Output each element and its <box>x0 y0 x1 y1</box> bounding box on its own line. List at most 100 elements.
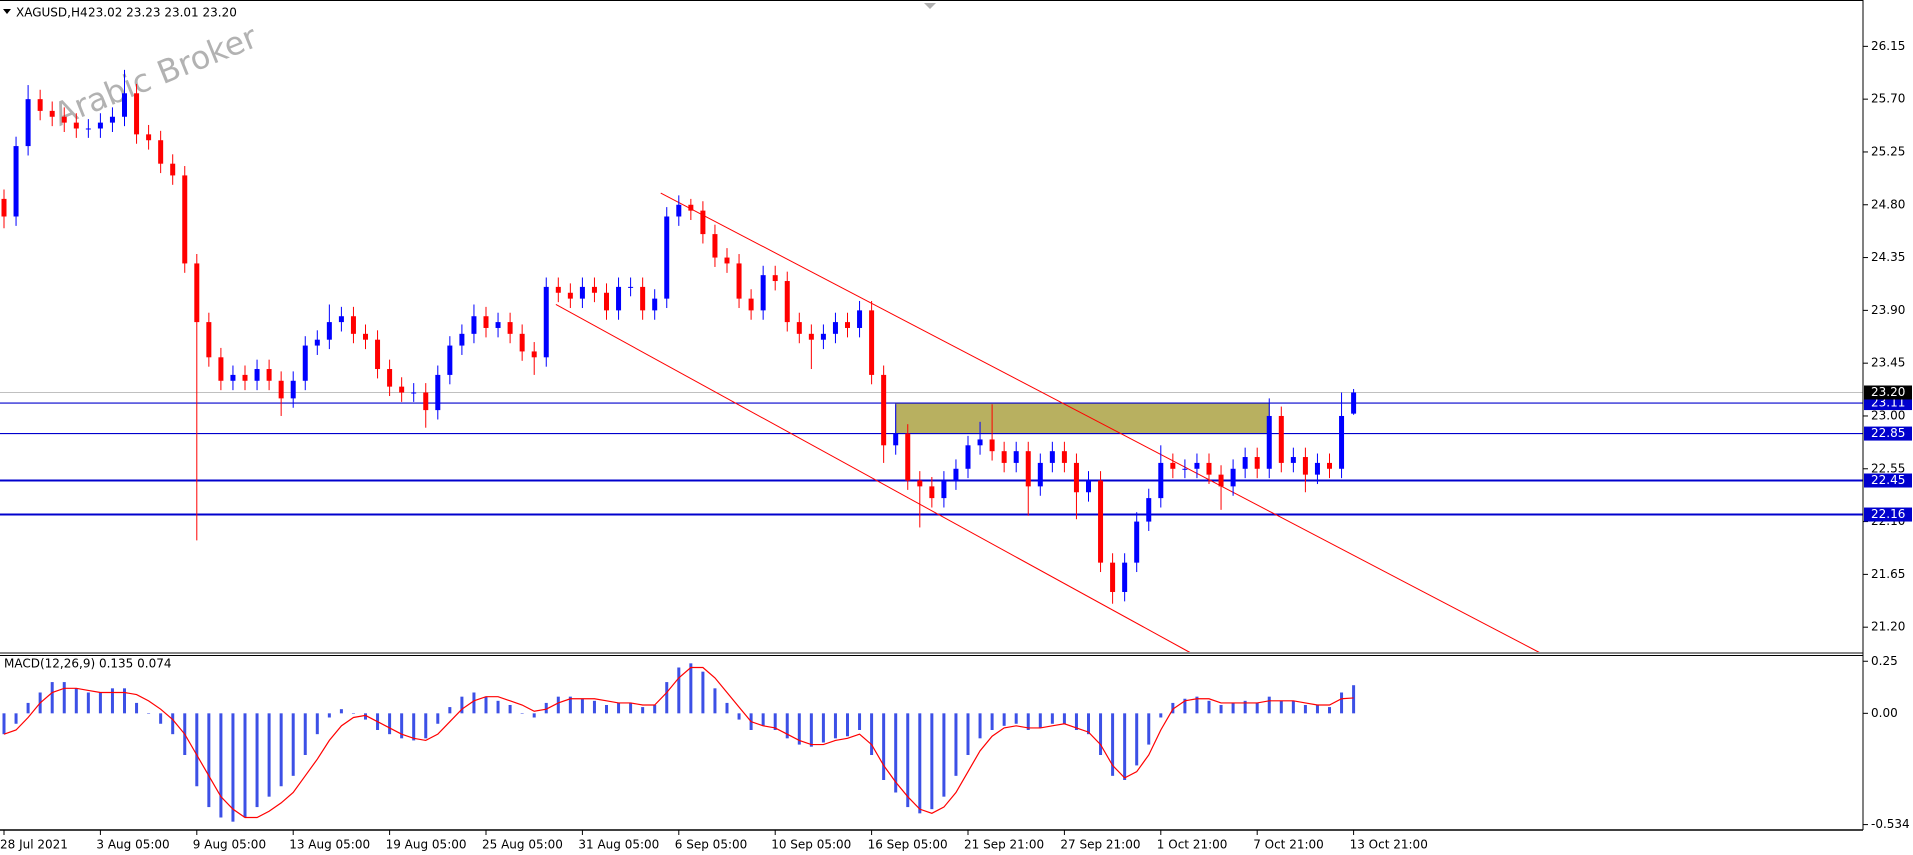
macd-bar <box>532 713 536 718</box>
macd-bar <box>508 705 512 714</box>
y-tick-label: 23.45 <box>1871 356 1905 370</box>
candle-body <box>616 286 622 311</box>
macd-bar <box>26 702 30 714</box>
candle-body <box>881 374 887 446</box>
candle-body <box>736 263 742 299</box>
macd-bar <box>1159 713 1163 718</box>
macd-bar <box>1352 685 1356 714</box>
x-tick-label: 31 Aug 05:00 <box>578 838 659 852</box>
candle-body <box>1230 468 1236 487</box>
x-tick-label: 16 Sep 05:00 <box>868 838 948 852</box>
candle-body <box>604 292 609 311</box>
y-tick-label: -0.534 <box>1871 817 1910 831</box>
candle-body <box>1254 457 1260 469</box>
macd-bar <box>1099 713 1103 755</box>
macd-bar <box>773 713 777 730</box>
trend-line <box>555 304 1192 654</box>
macd-bar <box>809 713 813 747</box>
candle-body <box>326 322 332 340</box>
macd-bar <box>159 713 163 724</box>
macd-bar <box>858 713 862 730</box>
macd-bar <box>1147 713 1151 745</box>
candle-body <box>1146 498 1152 522</box>
candle-body <box>495 322 501 328</box>
x-tick-label: 1 Oct 21:00 <box>1157 838 1228 852</box>
candle-body <box>579 286 585 299</box>
macd-bar <box>580 698 584 714</box>
y-tick-label: 21.65 <box>1871 567 1905 581</box>
macd-bar <box>966 713 970 755</box>
macd-bar <box>556 696 560 714</box>
macd-bar <box>86 692 90 714</box>
candle-body <box>1013 451 1019 463</box>
candle-body <box>109 116 115 123</box>
candle-body <box>1110 562 1116 592</box>
candle-body <box>242 374 248 381</box>
candle-body <box>122 93 127 117</box>
macd-bar <box>882 713 886 780</box>
candle-body <box>893 433 899 446</box>
menu-arrow[interactable] <box>3 9 11 14</box>
candle-body <box>917 480 923 487</box>
x-tick-label: 21 Sep 21:00 <box>964 838 1044 852</box>
candle-body <box>1278 415 1284 463</box>
macd-bar <box>50 682 54 714</box>
macd-bar <box>1074 713 1078 730</box>
macd-bar <box>2 713 6 735</box>
supply-zone <box>895 402 1270 435</box>
macd-bar <box>1014 713 1018 724</box>
current-price-label: 23.20 <box>1871 385 1905 399</box>
macd-bar <box>110 688 114 714</box>
candle-body <box>555 286 561 293</box>
macd-bar <box>171 713 175 735</box>
candle-body <box>399 386 405 393</box>
candle-body <box>772 275 778 282</box>
candle-body <box>1122 562 1128 592</box>
macd-bar <box>761 713 765 726</box>
candle-body <box>230 374 236 381</box>
candle-body <box>905 433 911 481</box>
candle-body <box>796 322 802 334</box>
level-label-bg <box>1864 426 1912 441</box>
candle-body <box>832 322 838 334</box>
macd-bar <box>1002 713 1006 726</box>
candle-body <box>567 292 573 299</box>
candle-body <box>1206 462 1212 475</box>
macd-bar <box>1062 713 1066 724</box>
macd-bar <box>472 692 476 714</box>
y-tick-label: 0.00 <box>1871 706 1898 720</box>
candle-body <box>194 263 200 323</box>
macd-bar <box>1243 700 1247 714</box>
x-tick-label: 27 Sep 21:00 <box>1060 838 1140 852</box>
candle-body <box>37 99 43 111</box>
macd-bar <box>448 707 452 714</box>
x-tick-label: 13 Oct 21:00 <box>1350 838 1428 852</box>
level-label-bg <box>1864 473 1912 488</box>
candle-body <box>953 468 959 481</box>
macd-bar <box>1279 700 1283 714</box>
macd-bar <box>821 713 825 743</box>
macd-bar <box>641 707 645 714</box>
macd-bar <box>677 667 681 714</box>
macd-bar <box>1171 702 1175 714</box>
y-tick-label: 25.25 <box>1871 144 1905 158</box>
macd-bar <box>496 700 500 714</box>
candle-body <box>182 175 188 264</box>
macd-bar <box>785 713 789 739</box>
macd-bar <box>436 713 440 724</box>
candle-body <box>61 116 67 123</box>
level-label-bg <box>1864 396 1912 411</box>
macd-bar <box>1183 698 1187 714</box>
signal-line <box>3 666 1354 819</box>
level-label: 22.45 <box>1871 473 1905 487</box>
y-tick-label: 23.00 <box>1871 408 1905 422</box>
macd-bar <box>135 702 139 714</box>
macd-bar <box>1111 713 1115 776</box>
quote: 23.02 23.23 23.01 23.20 <box>88 6 237 20</box>
y-tick-label: 23.90 <box>1871 303 1905 317</box>
macd-bar <box>1267 696 1271 714</box>
macd-bar <box>592 700 596 714</box>
macd-bar <box>605 705 608 714</box>
y-tick-label: 24.35 <box>1871 250 1905 264</box>
macd-bar <box>62 682 66 714</box>
